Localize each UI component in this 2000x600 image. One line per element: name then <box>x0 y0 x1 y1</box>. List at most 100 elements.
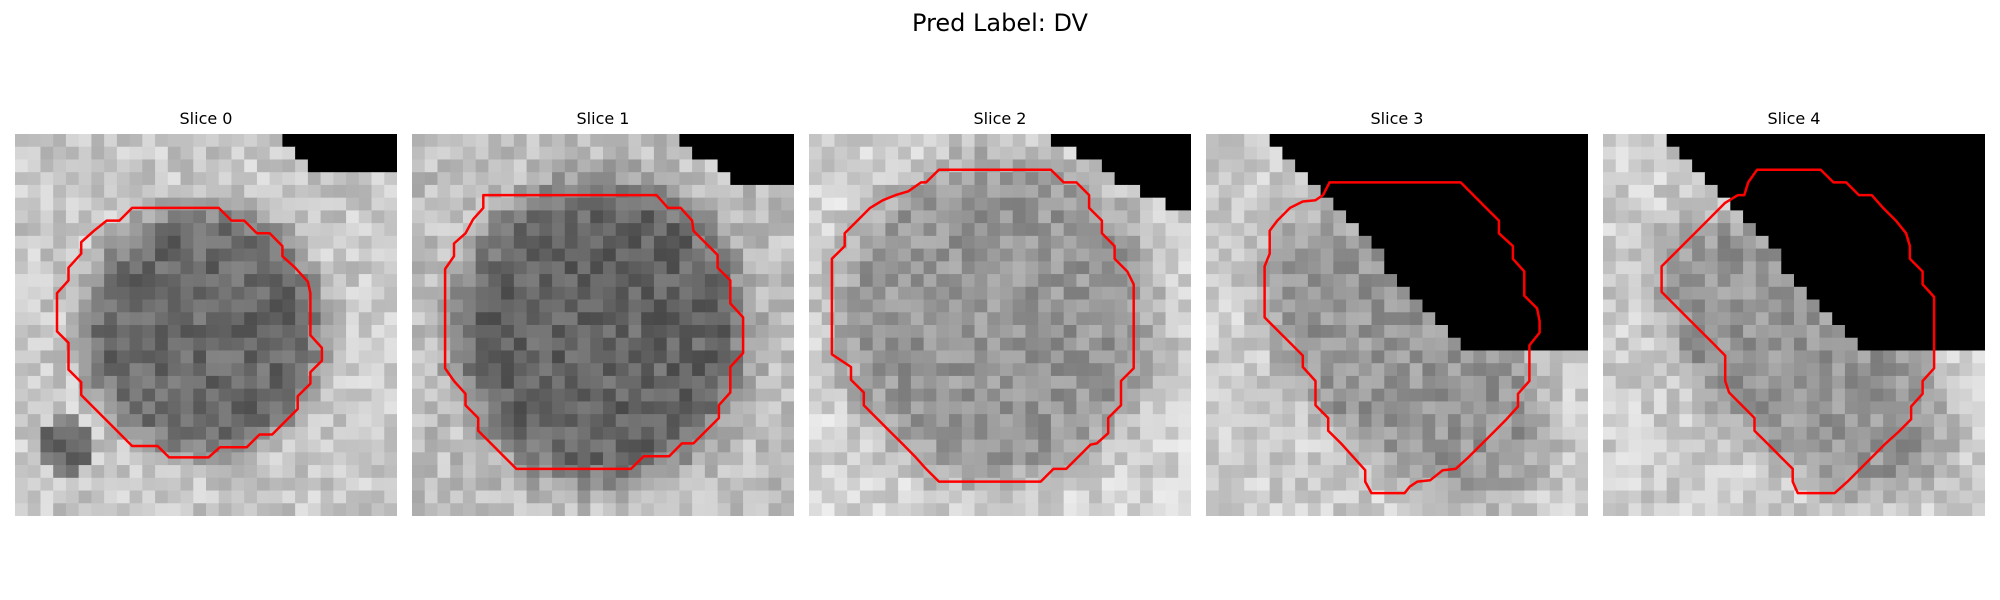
image-pixel <box>1218 490 1233 504</box>
image-pixel <box>1371 286 1385 301</box>
image-pixel <box>488 350 502 364</box>
image-pixel <box>1384 503 1398 516</box>
image-pixel <box>834 414 848 428</box>
image-pixel <box>717 465 731 479</box>
image-pixel <box>1679 223 1693 237</box>
image-pixel <box>1307 401 1322 415</box>
image-pixel <box>15 414 29 428</box>
image-pixel <box>424 388 439 402</box>
image-pixel <box>1575 426 1588 441</box>
image-pixel <box>78 146 92 161</box>
image-pixel <box>1562 248 1576 262</box>
image-pixel <box>526 439 540 453</box>
image-pixel <box>1692 286 1706 301</box>
image-pixel <box>898 261 912 275</box>
image-pixel <box>1498 312 1513 326</box>
image-pixel <box>307 337 322 352</box>
image-pixel <box>1397 439 1411 453</box>
image-pixel <box>231 261 245 275</box>
image-pixel <box>91 477 105 492</box>
image-pixel <box>295 477 309 492</box>
image-pixel <box>1524 235 1538 250</box>
image-pixel <box>116 312 131 326</box>
image-pixel <box>552 172 566 186</box>
image-pixel <box>1537 274 1551 288</box>
image-pixel <box>755 184 770 199</box>
image-pixel <box>1371 223 1385 237</box>
image-pixel <box>692 503 706 516</box>
image-pixel <box>358 388 373 402</box>
image-pixel <box>885 312 899 326</box>
image-pixel <box>1218 299 1233 313</box>
image-pixel <box>513 490 528 504</box>
image-pixel <box>1498 465 1513 479</box>
image-pixel <box>704 414 719 428</box>
image-pixel <box>1244 146 1258 161</box>
image-pixel <box>987 312 1001 326</box>
image-pixel <box>781 414 794 428</box>
image-pixel <box>1717 248 1731 262</box>
image-pixel <box>27 146 42 161</box>
image-pixel <box>679 350 693 364</box>
image-pixel <box>1562 197 1576 211</box>
image-pixel <box>231 490 245 504</box>
image-pixel <box>885 286 899 301</box>
image-pixel <box>898 477 912 492</box>
image-pixel <box>974 172 988 186</box>
image-pixel <box>961 388 976 402</box>
image-pixel <box>564 197 579 211</box>
image-pixel <box>1857 299 1871 313</box>
image-pixel <box>488 235 502 250</box>
image-pixel <box>1498 210 1513 224</box>
image-pixel <box>1498 274 1513 288</box>
image-pixel <box>1844 274 1859 288</box>
image-pixel <box>1231 452 1245 466</box>
image-pixel <box>1692 401 1706 415</box>
image-pixel <box>1934 235 1948 250</box>
image-pixel <box>936 312 950 326</box>
image-pixel <box>847 134 861 148</box>
image-pixel <box>1076 286 1090 301</box>
image-pixel <box>1730 235 1744 250</box>
image-pixel <box>450 363 464 377</box>
image-pixel <box>987 197 1001 211</box>
image-pixel <box>475 134 489 148</box>
image-pixel <box>358 235 373 250</box>
image-pixel <box>666 477 680 492</box>
image-pixel <box>193 210 207 224</box>
image-pixel <box>1000 312 1014 326</box>
image-pixel <box>256 439 271 453</box>
image-pixel <box>961 299 976 313</box>
image-pixel <box>1895 363 1910 377</box>
image-pixel <box>27 388 42 402</box>
image-pixel <box>1384 299 1398 313</box>
image-pixel <box>371 350 385 364</box>
image-pixel <box>1921 414 1935 428</box>
image-pixel <box>1511 490 1525 504</box>
image-pixel <box>679 503 693 516</box>
image-pixel <box>1346 197 1360 211</box>
image-pixel <box>1269 159 1283 173</box>
image-pixel <box>1870 477 1884 492</box>
image-pixel <box>1794 235 1808 250</box>
image-pixel <box>539 388 553 402</box>
image-pixel <box>129 388 143 402</box>
image-pixel <box>1666 503 1680 516</box>
image-pixel <box>628 388 642 402</box>
image-pixel <box>307 223 322 237</box>
image-pixel <box>936 248 950 262</box>
image-pixel <box>129 235 143 250</box>
image-pixel <box>949 325 963 339</box>
image-pixel <box>821 223 836 237</box>
image-pixel <box>1000 337 1014 352</box>
image-pixel <box>590 375 604 390</box>
image-pixel <box>1537 503 1551 516</box>
image-pixel <box>847 426 861 441</box>
image-pixel <box>1768 375 1782 390</box>
image-pixel <box>256 312 271 326</box>
image-pixel <box>1537 159 1551 173</box>
image-pixel <box>1038 375 1052 390</box>
image-pixel <box>1178 235 1191 250</box>
image-pixel <box>809 274 823 288</box>
image-pixel <box>974 325 988 339</box>
